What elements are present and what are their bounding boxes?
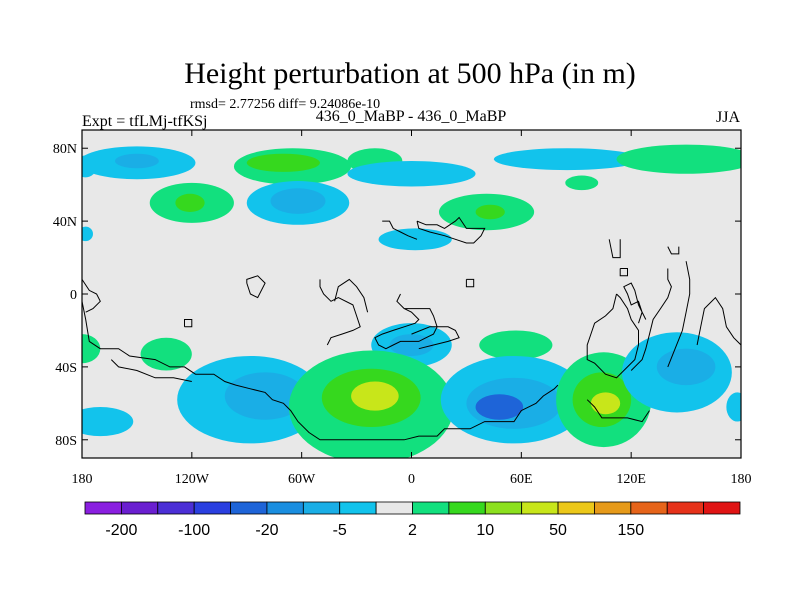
contour-yellow-australia (590, 392, 621, 415)
colorbar-swatch (375, 501, 413, 515)
coastline-segment (608, 239, 621, 259)
colorbar-swatch (484, 501, 523, 515)
coastline-segment (630, 268, 672, 371)
x-tick-label: 60W (288, 472, 316, 487)
contour-green-south-africa (479, 330, 553, 360)
coastline-segment (623, 282, 647, 324)
x-tick-label: 120E (616, 472, 646, 487)
colorbar-swatch (703, 501, 741, 515)
y-tick-label: 80N (53, 142, 77, 157)
contour-lime-atlantic (475, 204, 505, 220)
coastline-segment (82, 301, 559, 441)
coastline-segment (382, 220, 418, 240)
x-tick-label: 60E (510, 472, 533, 487)
contour-lime-north-america (246, 153, 320, 172)
colorbar-label: -200 (105, 522, 137, 539)
coastline-segment (184, 319, 193, 328)
contour-blue-north-atlantic (114, 153, 159, 169)
colorbar: -200 -100 -20 -5 2 10 50 150 (84, 501, 741, 539)
coastline-segment (374, 293, 438, 350)
colorbar-label: 10 (476, 522, 494, 539)
colorbar-swatch (557, 501, 595, 515)
contour-cyan-polar-mid (347, 160, 476, 187)
contour-fills (82, 144, 741, 458)
contour-cyan-mid-asia (378, 228, 452, 251)
right-label: JJA (716, 109, 740, 126)
colorbar-swatch (157, 501, 195, 515)
coastline-segment (696, 296, 741, 346)
contour-blue-south-pacific (224, 372, 306, 420)
colorbar-swatch (339, 501, 377, 515)
contour-cyan-west-edge (82, 226, 93, 242)
coastline-segment (319, 279, 361, 346)
coastline-segment (411, 326, 460, 350)
axes: 180 120W 60W 0 60E 120E 180 80N 40N 0 40S 80S (53, 130, 752, 487)
y-tick-label: 40N (53, 215, 77, 230)
coastlines (82, 216, 741, 441)
colorbar-label: 2 (408, 522, 417, 539)
colorbar-label: 50 (549, 522, 567, 539)
contour-green-south-america (140, 337, 192, 371)
y-tick-label: 80S (55, 434, 77, 449)
colorbar-swatch (193, 501, 231, 515)
x-tick-label: 0 (408, 472, 415, 487)
x-tick-label: 180 (731, 472, 752, 487)
contour-green-siberia (565, 175, 599, 191)
coastline-segment (619, 268, 628, 277)
colorbar-swatch (120, 501, 159, 515)
colorbar-label: 150 (617, 522, 644, 539)
colorbar-swatch (266, 501, 304, 515)
colorbar-swatch (448, 501, 486, 515)
coastline-segment (586, 399, 650, 423)
coastline-segment (667, 261, 691, 368)
colorbar-swatch (521, 501, 559, 515)
colorbar-swatch (302, 501, 341, 515)
contour-lime-pacific-west (175, 193, 205, 212)
y-tick-label: 0 (70, 288, 77, 303)
contour-cyan-polar-south-west (82, 406, 134, 437)
contour-cyan-polar-south-east (726, 392, 741, 422)
x-tick-label: 120W (175, 472, 210, 487)
contour-cyan-far-west (82, 155, 97, 178)
left-label: Expt = tfLMj-tfKSj (82, 113, 207, 130)
coastline-segment (586, 293, 639, 379)
colorbar-swatch (594, 501, 632, 515)
coastline-segment (246, 275, 266, 299)
coastline-segment (667, 246, 680, 255)
coastline-segment (416, 216, 486, 244)
map-panel (81, 129, 742, 459)
contour-deepblue-south-indian (475, 394, 524, 420)
coastline-segment (334, 278, 369, 313)
coastline-segment (110, 359, 192, 382)
colorbar-label: -20 (255, 522, 278, 539)
x-tick-label: 180 (72, 472, 93, 487)
coastline-segment (465, 278, 475, 288)
colorbar-swatch (230, 501, 268, 515)
contour-green-south-west (82, 334, 101, 364)
colorbar-swatch (630, 501, 668, 515)
contour-yellow-south-atlantic (351, 381, 399, 411)
center-label: 436_0_MaBP - 436_0_MaBP (316, 108, 507, 125)
contour-cyan-polar-right (493, 148, 641, 171)
coastline-segment (82, 279, 101, 313)
contour-blue-south-pacific-east (656, 348, 716, 386)
chart-title: Height perturbation at 500 hPa (in m) (184, 57, 636, 90)
y-tick-label: 40S (55, 361, 77, 376)
colorbar-label: -100 (178, 522, 210, 539)
contour-green-far-east (616, 144, 741, 174)
colorbar-label: -5 (333, 522, 347, 539)
stats-label: rmsd= 2.77256 diff= 9.24086e-10 (190, 97, 380, 112)
colorbar-swatch (666, 501, 705, 515)
colorbar-swatch (84, 501, 122, 515)
contour-blue-pacific (270, 188, 326, 214)
colorbar-swatch (412, 501, 450, 515)
